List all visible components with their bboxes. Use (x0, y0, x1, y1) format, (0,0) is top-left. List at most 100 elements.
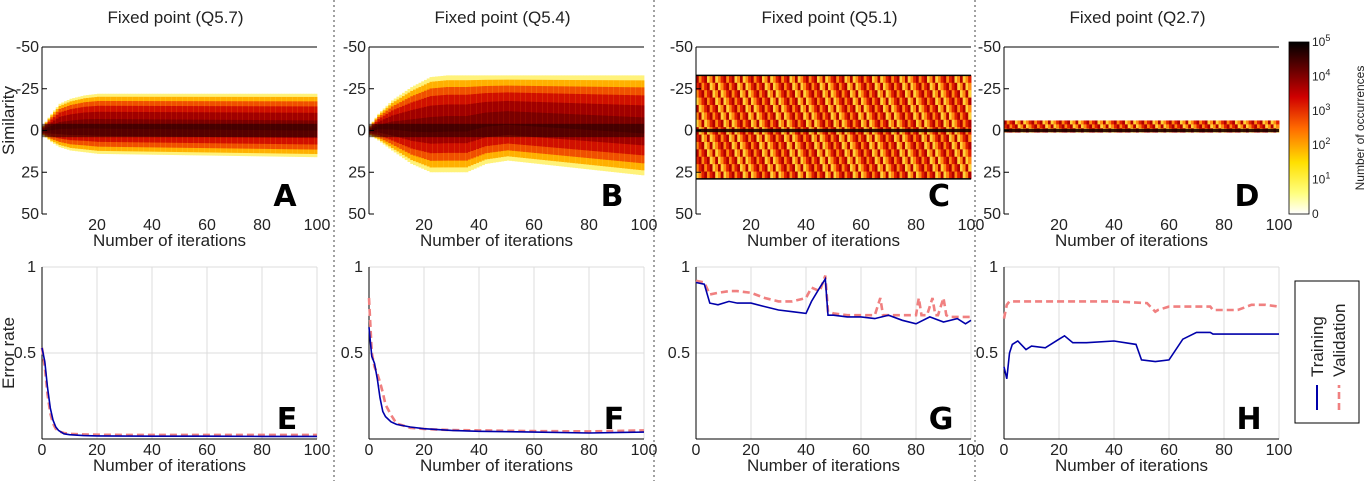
heatmap-cell (844, 156, 848, 165)
heatmap-cell (828, 104, 832, 113)
heatmap-cell (539, 112, 543, 127)
heatmap-cell (698, 134, 702, 143)
heatmap-cell (888, 156, 892, 165)
heatmap-cell (1094, 124, 1098, 129)
heatmap-cell (718, 82, 722, 91)
heatmap-cell (965, 119, 969, 128)
heatmap-cell (1119, 124, 1123, 129)
heatmap-cell (748, 156, 752, 165)
heatmap-cell (97, 119, 101, 129)
heatmap-cell (965, 104, 969, 113)
heatmap-cell (825, 134, 829, 143)
heatmap-cell (1083, 120, 1087, 125)
heatmap-cell (872, 171, 876, 180)
heatmap-cell (797, 97, 801, 106)
heatmap-cell (899, 164, 903, 172)
colorbar-tick-label: 0 (1312, 207, 1319, 221)
heatmap-cell (943, 119, 947, 128)
x-tick-label: 60 (852, 217, 870, 234)
heatmap-cell (940, 164, 944, 172)
heatmap-cell (1100, 120, 1104, 125)
heatmap-cell (737, 164, 741, 172)
heatmap-core (696, 128, 971, 133)
heatmap-cell (830, 97, 834, 106)
heatmap-cell (852, 141, 856, 150)
heatmap-cell (836, 90, 840, 98)
heatmap-cell (828, 156, 832, 165)
heatmap-cell (819, 156, 823, 165)
heatmap-cell (825, 75, 829, 84)
heatmap-cell (822, 90, 826, 98)
heatmap-cell (1158, 120, 1162, 125)
heatmap-cell (932, 156, 936, 165)
heatmap-cell (924, 104, 928, 113)
heatmap-cell (1193, 120, 1197, 125)
heatmap-cell (822, 119, 826, 128)
heatmap-cell (932, 90, 936, 98)
heatmap-cell (960, 119, 964, 128)
heatmap-cell (938, 171, 942, 180)
heatmap-cell (723, 156, 727, 165)
heatmap-cell (1270, 124, 1274, 129)
heatmap-cell (726, 90, 730, 98)
heatmap-cell (792, 82, 796, 91)
heatmap-cell (932, 134, 936, 143)
heatmap-cell (814, 141, 818, 150)
heatmap-cell (764, 82, 768, 91)
heatmap-cell (940, 134, 944, 143)
heatmap-cell (808, 149, 812, 158)
x-tick-label: 40 (143, 217, 161, 234)
heatmap-cell (885, 112, 889, 121)
heatmap-cell (935, 141, 939, 150)
heatmap-cell (965, 141, 969, 150)
heatmap-cell (949, 149, 953, 158)
heatmap-cell (929, 75, 933, 84)
heatmap-cell (833, 82, 837, 91)
heatmap-cell (742, 119, 746, 128)
heatmap-cell (1202, 124, 1206, 129)
heatmap-cell (896, 141, 900, 150)
heatmap-cell (858, 171, 862, 180)
heatmap-cell (877, 97, 881, 106)
heatmap-cell (902, 119, 906, 128)
heatmap-cell (921, 141, 925, 150)
heatmap-cell (924, 97, 928, 106)
heatmap-cell (819, 97, 823, 106)
heatmap-cell (830, 141, 834, 150)
heatmap-cell (1166, 124, 1170, 129)
x-tick-label: 60 (852, 442, 870, 459)
heatmap-cell (811, 149, 815, 158)
heatmap-cell (905, 75, 909, 84)
heatmap-cell (773, 141, 777, 150)
heatmap-cell (1050, 124, 1054, 129)
heatmap-cell (861, 149, 865, 158)
heatmap-cell (905, 134, 909, 143)
heatmap-cell (891, 90, 895, 98)
heatmap-cell (756, 90, 760, 98)
colorbar-gradient (1288, 41, 1310, 215)
heatmap-cell (929, 141, 933, 150)
heatmap-cell (726, 82, 730, 91)
x-tick-label: 80 (580, 442, 598, 459)
heatmap-cell (753, 119, 757, 128)
heatmap-cell (792, 97, 796, 106)
heatmap-cell (723, 75, 727, 84)
heatmap-cell (836, 134, 840, 143)
heatmap-cell (781, 97, 785, 106)
heatmap-cell (792, 149, 796, 158)
heatmap-cell (935, 134, 939, 143)
heatmap-cell (1254, 124, 1258, 129)
heatmap-cell (954, 149, 958, 158)
heatmap-cell (940, 171, 944, 180)
heatmap-cell (795, 164, 799, 172)
heatmap-cell (913, 90, 917, 98)
heatmap-cell (932, 119, 936, 128)
heatmap-cell (806, 119, 810, 128)
heatmap-cell (696, 112, 700, 121)
heatmap-cell (852, 97, 856, 106)
heatmap-cell (891, 119, 895, 128)
heatmap-cell (910, 134, 914, 143)
heatmap-cell (858, 97, 862, 106)
heatmap-cell (762, 164, 766, 172)
x-axis-label: Number of iterations (93, 231, 246, 250)
